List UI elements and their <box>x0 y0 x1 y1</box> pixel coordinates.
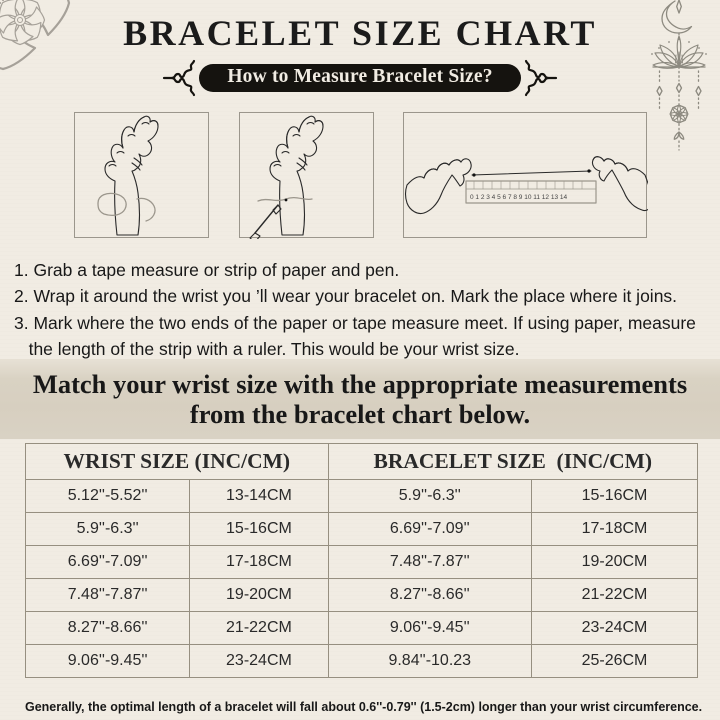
svg-text:0 1 2 3 4 5 6 7 8 9 10 11 12 1: 0 1 2 3 4 5 6 7 8 9 10 11 12 13 14 <box>470 194 567 201</box>
